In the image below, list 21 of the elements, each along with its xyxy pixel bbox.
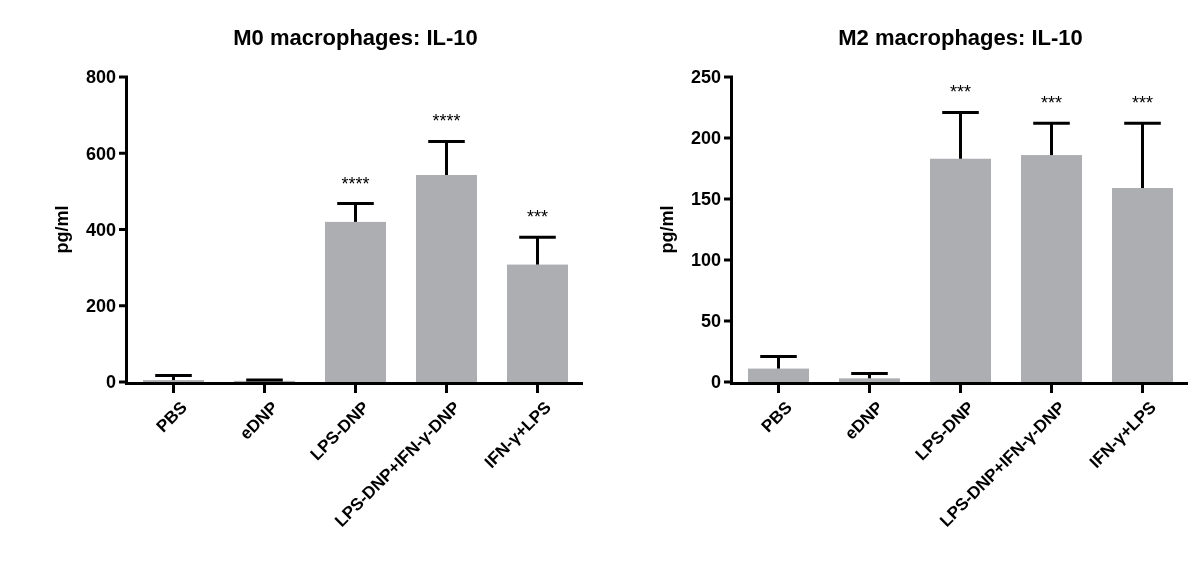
y-tick-label: 0 [710, 372, 721, 393]
y-tick-label: 100 [690, 250, 721, 271]
annotation: *** [1131, 93, 1154, 114]
y-tick-label: 0 [105, 372, 116, 393]
y-axis-title: pg/ml [657, 205, 677, 254]
y-tick-label: 600 [85, 143, 116, 164]
y-tick-label: 400 [85, 219, 116, 240]
y-axis-title: pg/ml [52, 205, 72, 254]
chart-title: M0 macrophages: IL-10 [233, 25, 478, 50]
annotation: *** [949, 82, 972, 103]
y-tick-label: 150 [690, 189, 721, 210]
y-tick-label: 200 [690, 128, 721, 149]
annotation: *** [1040, 93, 1063, 114]
annotation: *** [526, 207, 549, 228]
annotation: **** [432, 111, 461, 132]
y-tick-label: 200 [85, 296, 116, 317]
annotation: **** [341, 173, 370, 194]
y-tick-label: 50 [700, 311, 721, 332]
y-tick-label: 250 [690, 67, 721, 88]
chart-title: M2 macrophages: IL-10 [838, 25, 1083, 50]
y-tick-label: 800 [85, 67, 116, 88]
